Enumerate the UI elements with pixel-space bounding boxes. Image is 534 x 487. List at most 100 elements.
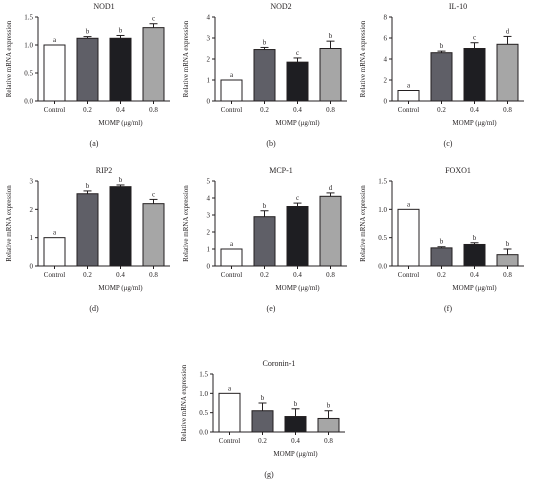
bar [463, 243, 486, 267]
x-axis-label: MOMP (μg/ml) [98, 119, 143, 127]
y-tick-label: 0.5 [24, 70, 33, 78]
y-tick-label: 0.5 [199, 409, 208, 417]
significance-letter: c [473, 34, 476, 42]
significance-letter: a [230, 240, 234, 248]
x-tick-label: Control [44, 106, 65, 114]
bar [397, 208, 420, 267]
significance-letter: c [152, 15, 155, 23]
x-tick-label: Control [221, 271, 242, 279]
x-tick-label: 0.8 [149, 271, 158, 279]
y-tick-label: 0 [30, 263, 34, 271]
significance-letter: c [296, 194, 299, 202]
bar [284, 416, 307, 433]
y-axis-label: Relative mRNA expression [5, 20, 13, 97]
significance-letter: b [440, 238, 444, 246]
bar [496, 254, 519, 267]
x-tick-label: Control [398, 271, 419, 279]
x-axis-label: MOMP (μg/ml) [98, 284, 143, 292]
x-axis-label: MOMP (μg/ml) [452, 119, 497, 127]
y-tick-label: 2 [30, 206, 34, 214]
chart-panel: RIP2 0 1 2 3 Relative mRNA expression a Control… [5, 166, 170, 313]
y-tick-label: 1.0 [378, 206, 387, 214]
y-tick-label: 0.0 [378, 263, 387, 271]
y-axis-label: Relative mRNA expression [182, 20, 190, 97]
significance-letter: b [327, 402, 331, 410]
y-tick-label: 1.5 [199, 371, 208, 379]
bar [319, 195, 342, 267]
significance-letter: b [263, 202, 267, 210]
y-tick-label: 6 [384, 35, 388, 43]
y-axis-label: Relative mRNA expression [359, 20, 367, 97]
bar [430, 247, 453, 267]
chart-title: NOD2 [270, 2, 291, 11]
significance-letter: d [506, 27, 510, 35]
chart-panel: NOD2 0 1 2 3 4 Relative mRNA expression a Contro… [182, 2, 347, 148]
y-tick-label: 2 [207, 56, 211, 64]
significance-letter: b [506, 240, 510, 248]
x-tick-label: 0.8 [503, 271, 512, 279]
bar [463, 48, 486, 102]
panel-label: (a) [90, 139, 99, 148]
chart-panel: FOXO1 0.0 0.5 1.0 1.5 Relative mRNA expressio… [359, 166, 524, 313]
significance-letter: a [407, 82, 411, 90]
x-tick-label: 0.2 [258, 437, 267, 445]
y-tick-label: 1 [207, 246, 211, 254]
y-tick-label: 3 [207, 35, 211, 43]
panel-label: (f) [444, 304, 452, 313]
chart-title: Coronin-1 [263, 359, 296, 368]
y-tick-label: 4 [384, 56, 388, 64]
significance-letter: b [119, 176, 123, 184]
chart-panel: IL-10 0 2 4 6 8 Relative mRNA expression a Contr… [359, 2, 524, 148]
significance-letter: a [53, 229, 57, 237]
y-tick-label: 1.5 [24, 14, 33, 22]
y-tick-label: 0.0 [24, 98, 33, 106]
chart-title: IL-10 [449, 2, 467, 11]
bar [109, 37, 132, 102]
y-axis-label: Relative mRNA expression [5, 185, 13, 262]
bar [43, 44, 66, 102]
bar [142, 203, 165, 267]
bar [76, 193, 99, 267]
x-tick-label: 0.2 [437, 271, 446, 279]
y-tick-label: 0 [384, 98, 388, 106]
chart-panel: Coronin-1 0.0 0.5 1.0 1.5 Relative mRNA expre… [180, 359, 345, 479]
y-tick-label: 1.5 [378, 178, 387, 186]
x-axis-label: MOMP (μg/ml) [275, 284, 320, 292]
x-tick-label: 0.8 [503, 106, 512, 114]
bar [251, 410, 274, 433]
panel-label: (d) [89, 304, 99, 313]
chart-panel: NOD1 0.0 0.5 1.0 1.5 Relative mRNA expression… [5, 2, 170, 148]
significance-letter: b [261, 394, 265, 402]
significance-letter: d [329, 184, 333, 192]
y-axis-label: Relative mRNA expression [359, 185, 367, 262]
significance-letter: b [473, 234, 477, 242]
significance-letter: b [86, 28, 90, 36]
y-tick-label: 3 [30, 178, 34, 186]
y-tick-label: 4 [207, 195, 211, 203]
bar [253, 49, 276, 102]
chart-panel: MCP-1 0 1 2 3 4 5 Relative mRNA expression a Cont… [182, 166, 347, 313]
x-tick-label: 0.8 [324, 437, 333, 445]
x-tick-label: Control [219, 437, 240, 445]
bar [430, 52, 453, 102]
significance-letter: b [440, 42, 444, 50]
significance-letter: b [263, 38, 267, 46]
x-tick-label: 0.8 [326, 106, 335, 114]
y-tick-label: 8 [384, 14, 388, 22]
x-axis-label: MOMP (μg/ml) [273, 450, 318, 458]
bar [397, 90, 420, 102]
x-axis-label: MOMP (μg/ml) [452, 284, 497, 292]
panel-label: (e) [267, 304, 276, 313]
significance-letter: b [119, 26, 123, 34]
bar [109, 186, 132, 267]
x-tick-label: 0.2 [83, 106, 92, 114]
x-tick-label: 0.8 [149, 106, 158, 114]
y-tick-label: 1 [207, 77, 211, 85]
x-tick-label: 0.8 [326, 271, 335, 279]
significance-letter: a [230, 71, 234, 79]
chart-title: NOD1 [93, 2, 114, 11]
bar [220, 79, 243, 102]
x-axis-label: MOMP (μg/ml) [275, 119, 320, 127]
panel-label: (c) [444, 139, 453, 148]
